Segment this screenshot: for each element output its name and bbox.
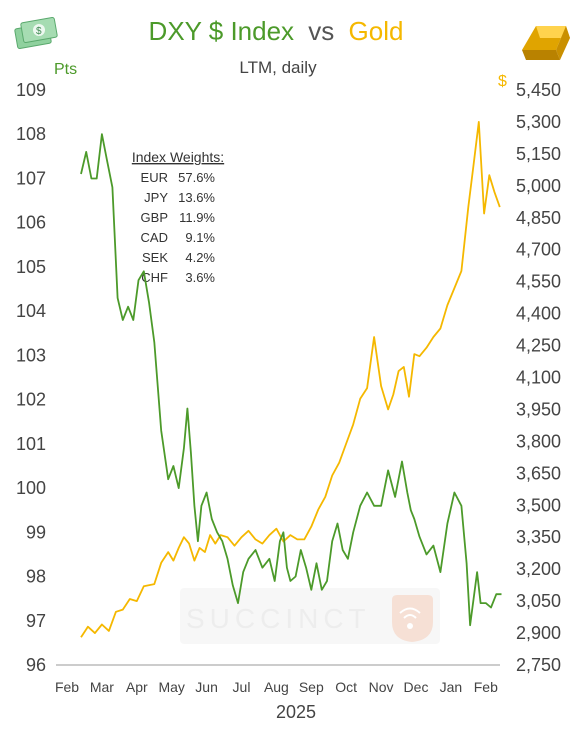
right-tick-label: 4,100 xyxy=(516,368,561,388)
right-tick-label: 4,850 xyxy=(516,208,561,228)
weight-value: 11.9% xyxy=(179,210,215,225)
right-tick-label: 4,550 xyxy=(516,272,561,292)
svg-text:$: $ xyxy=(36,26,42,37)
left-tick-label: 102 xyxy=(16,390,46,410)
x-tick-label: Sep xyxy=(299,679,324,695)
watermark-text: SUCCINCT xyxy=(186,603,371,634)
weight-currency: GBP xyxy=(141,210,168,225)
title-dxy: DXY $ Index xyxy=(149,16,295,46)
left-tick-label: 101 xyxy=(16,434,46,454)
left-tick-label: 97 xyxy=(26,611,46,631)
right-tick-label: 2,900 xyxy=(516,623,561,643)
x-axis-label: 2025 xyxy=(276,702,316,722)
right-tick-label: 3,500 xyxy=(516,495,561,515)
x-tick-label: May xyxy=(158,679,184,695)
succinct-logo-icon xyxy=(392,595,433,642)
left-tick-label: 103 xyxy=(16,345,46,365)
weight-currency: SEK xyxy=(142,250,168,265)
right-tick-label: 3,200 xyxy=(516,559,561,579)
right-tick-label: 4,700 xyxy=(516,240,561,260)
right-tick-label: 3,950 xyxy=(516,399,561,419)
weight-value: 13.6% xyxy=(178,190,215,205)
series-layer xyxy=(80,121,502,638)
left-tick-label: 108 xyxy=(16,124,46,144)
weight-value: 4.2% xyxy=(185,250,215,265)
index-weights: Index Weights: EUR 57.6% JPY 13.6% GBP 11.9% C… xyxy=(132,149,224,285)
weight-value: 9.1% xyxy=(185,230,215,245)
right-tick-label: 5,150 xyxy=(516,144,561,164)
left-tick-label: 99 xyxy=(26,522,46,542)
gold-bar-icon xyxy=(522,26,570,60)
dollar-bills-icon: $ xyxy=(14,17,58,49)
weight-value: 57.6% xyxy=(178,170,215,185)
left-tick-label: 106 xyxy=(16,213,46,233)
weight-currency: JPY xyxy=(144,190,168,205)
x-tick-label: Jan xyxy=(440,679,463,695)
x-tick-label: Nov xyxy=(369,679,394,695)
right-tick-label: 5,000 xyxy=(516,176,561,196)
right-tick-label: 5,300 xyxy=(516,112,561,132)
left-tick-label: 107 xyxy=(16,168,46,188)
x-tick-label: Oct xyxy=(335,679,357,695)
gold-line xyxy=(80,121,501,638)
right-tick-label: 5,450 xyxy=(516,80,561,100)
left-axis: 96 97 98 99 100 101 102 103 104 105 106 107 108 109 xyxy=(16,80,46,675)
right-tick-label: 4,400 xyxy=(516,304,561,324)
index-weights-heading: Index Weights: xyxy=(132,149,224,165)
title-vs: vs xyxy=(308,16,334,46)
watermark: SUCCINCT xyxy=(180,588,440,644)
weight-currency: CHF xyxy=(141,270,168,285)
left-tick-label: 98 xyxy=(26,567,46,587)
x-tick-label: Mar xyxy=(90,679,114,695)
weight-value: 3.6% xyxy=(185,270,215,285)
right-axis-unit: $ xyxy=(498,73,507,90)
title-gold: Gold xyxy=(349,16,404,46)
left-tick-label: 100 xyxy=(16,478,46,498)
chart-title: DXY $ Index vs Gold xyxy=(149,16,404,46)
left-tick-label: 104 xyxy=(16,301,46,321)
right-tick-label: 4,250 xyxy=(516,336,561,356)
x-tick-label: Dec xyxy=(404,679,429,695)
left-axis-unit: Pts xyxy=(54,61,77,78)
right-tick-label: 3,650 xyxy=(516,463,561,483)
left-tick-label: 105 xyxy=(16,257,46,277)
weight-currency: EUR xyxy=(141,170,168,185)
x-tick-label: Jul xyxy=(233,679,251,695)
x-axis: Feb Mar Apr May Jun Jul Aug Sep Oct Nov Dec Jan Feb xyxy=(55,679,498,695)
dxy-line xyxy=(80,133,502,627)
right-tick-label: 3,800 xyxy=(516,431,561,451)
x-tick-label: Feb xyxy=(474,679,498,695)
x-tick-label: Aug xyxy=(264,679,289,695)
left-tick-label: 109 xyxy=(16,80,46,100)
right-tick-label: 3,350 xyxy=(516,527,561,547)
left-tick-label: 96 xyxy=(26,655,46,675)
chart-subtitle: LTM, daily xyxy=(239,58,317,77)
x-tick-label: Feb xyxy=(55,679,79,695)
right-tick-label: 2,750 xyxy=(516,655,561,675)
right-tick-label: 3,050 xyxy=(516,591,561,611)
x-tick-label: Jun xyxy=(195,679,218,695)
weight-currency: CAD xyxy=(141,230,168,245)
x-tick-label: Apr xyxy=(126,679,148,695)
right-axis: 2,750 2,900 3,050 3,200 3,350 3,500 3,650 3,800… xyxy=(516,80,561,675)
